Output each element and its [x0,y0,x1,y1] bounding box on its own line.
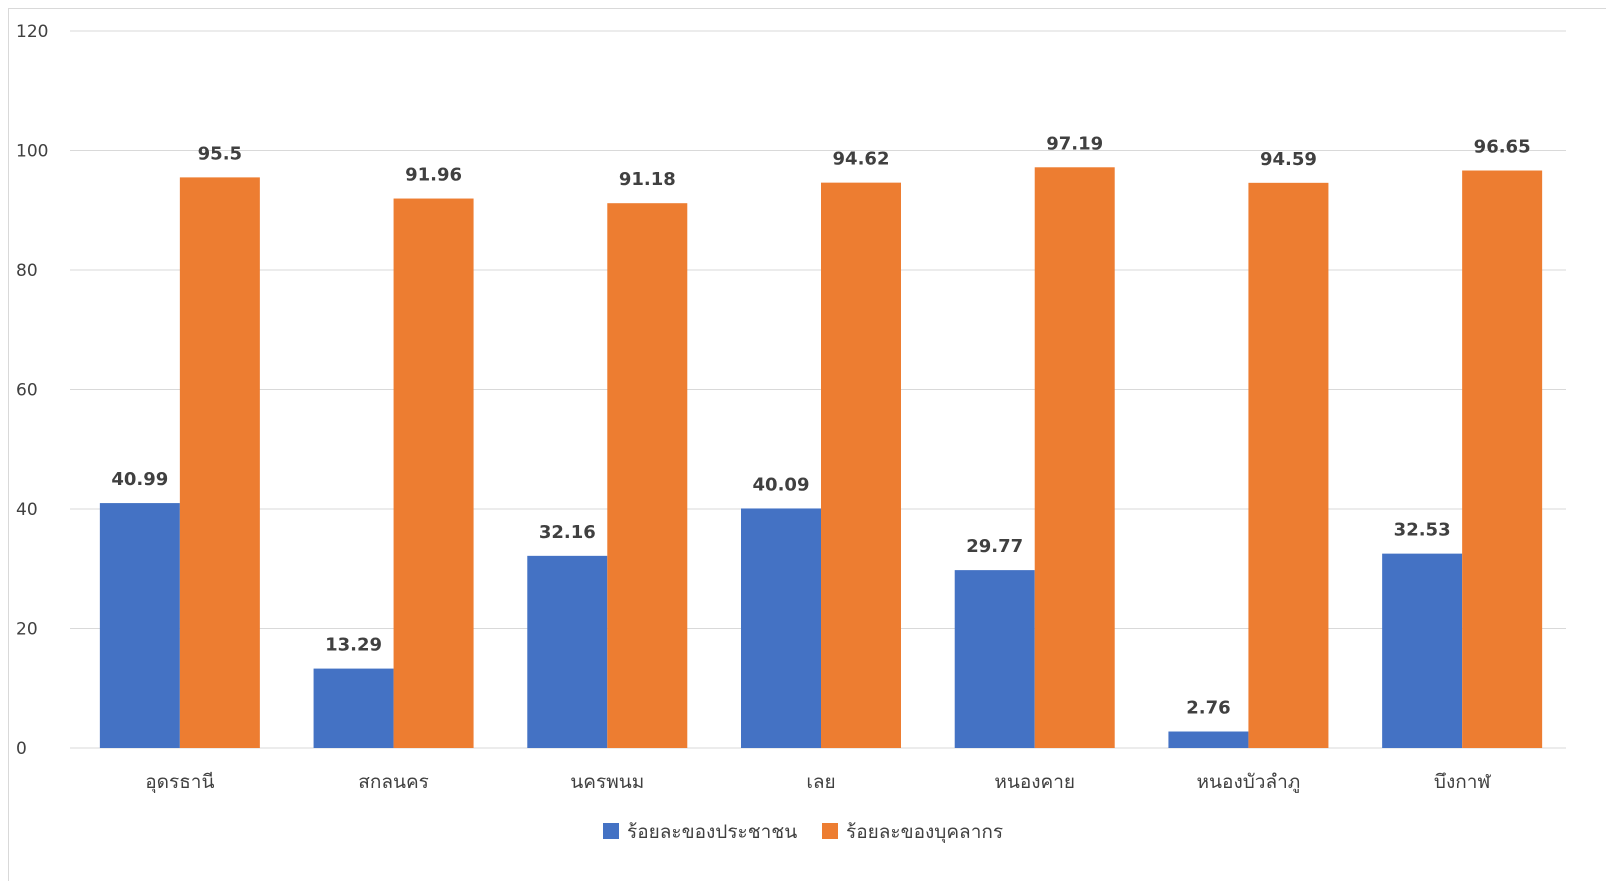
bar-people-2 [527,555,608,748]
data-label: 96.65 [1474,137,1531,158]
bar-people-1 [313,668,394,748]
y-tick-label: 20 [16,620,38,640]
legend-swatch-1 [822,823,838,839]
legend: ร้อยละของประชาชน ร้อยละของบุคลากร [603,821,1003,844]
bars [99,167,1543,749]
y-tick-label: 60 [16,381,38,401]
data-label: 94.59 [1260,149,1317,170]
y-tick-label: 80 [16,261,38,281]
category-label: บึงกาฬ [1434,771,1492,793]
category-label: หนองคาย [994,771,1075,793]
legend-label: ร้อยละของประชาชน [627,821,797,843]
data-label: 95.5 [198,143,242,164]
category-label: เลย [806,771,835,793]
bar-people-0 [99,503,180,748]
bar-staff-0 [179,177,260,748]
bar-staff-4 [1034,167,1115,749]
category-label: นครพนม [570,771,644,793]
data-labels: 40.99 95.5 13.29 91.96 32.16 91.18 40.09 94.62 2… [111,133,1530,718]
data-label: 94.62 [833,149,890,170]
data-label: 29.77 [966,536,1023,557]
category-labels: อุดรธานี สกลนคร นครพนม เลย หนองคาย หนองบัวลำภ… [145,771,1491,794]
bar-staff-2 [607,203,688,749]
bar-people-5 [1168,731,1249,748]
bar-people-3 [741,508,821,748]
data-label: 91.96 [405,165,462,186]
bar-staff-5 [1248,182,1329,748]
data-label: 40.09 [753,474,810,495]
data-label: 40.99 [111,469,168,490]
data-label: 32.16 [539,522,596,543]
y-axis-ticks: 0 20 40 60 80 100 120 [16,22,48,759]
category-label: หนองบัวลำภู [1197,771,1301,793]
y-tick-label: 120 [16,22,48,42]
bar-staff-6 [1462,170,1543,749]
data-label: 91.18 [619,169,676,190]
chart-frame [8,8,1606,881]
data-label: 32.53 [1394,520,1451,541]
category-label: สกลนคร [358,771,429,793]
bar-staff-3 [821,182,901,748]
legend-label: ร้อยละของบุคลากร [846,821,1003,844]
bar-staff-1 [393,198,474,748]
y-tick-label: 0 [16,739,27,759]
data-label: 13.29 [325,635,382,656]
y-tick-label: 100 [16,142,48,162]
bar-people-4 [954,570,1035,748]
category-label: อุดรธานี [145,771,214,794]
y-tick-label: 40 [16,500,38,520]
data-label: 2.76 [1186,698,1230,719]
legend-swatch-0 [603,823,619,839]
bar-people-6 [1382,553,1463,748]
data-label: 97.19 [1046,133,1103,154]
